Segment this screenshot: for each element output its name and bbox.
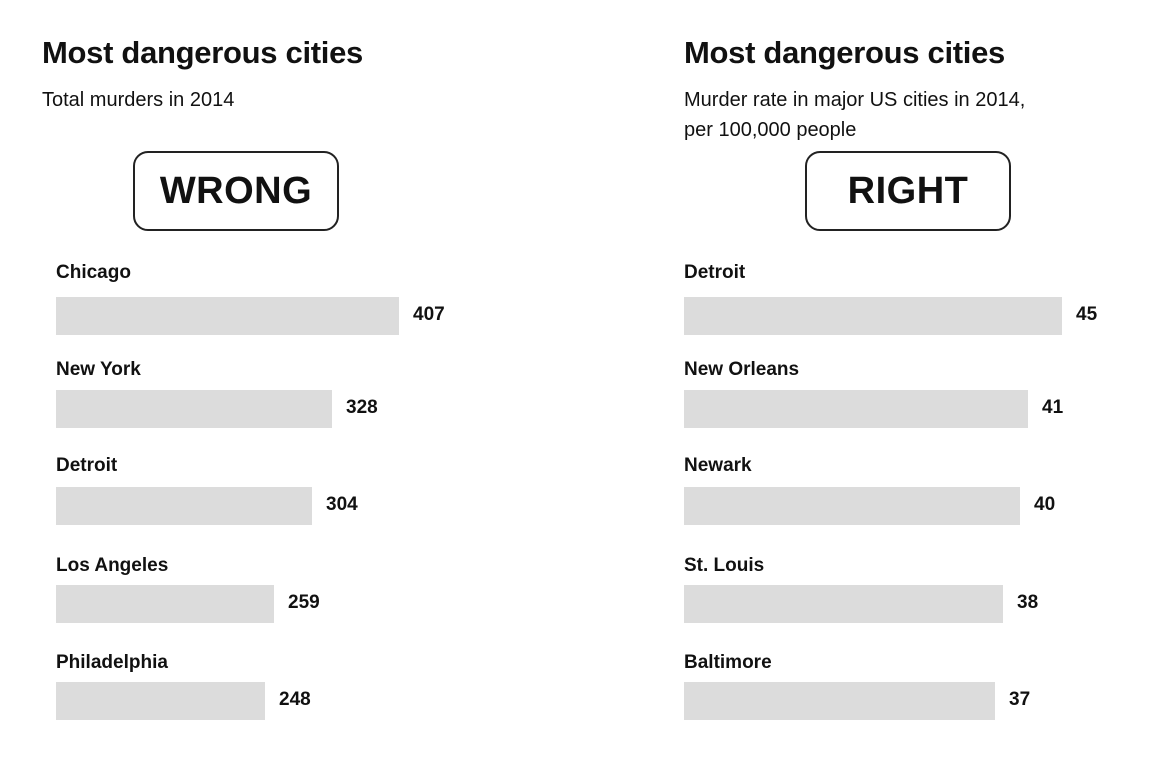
value-label: 41 [1042, 397, 1064, 418]
chart-title: Most dangerous cities [684, 35, 1005, 70]
category-label: Detroit [684, 262, 746, 283]
value-label: 248 [279, 689, 311, 710]
value-label: 304 [326, 494, 358, 515]
bar [684, 585, 1003, 623]
category-label: Chicago [56, 262, 131, 283]
bar [684, 390, 1028, 428]
bar [684, 487, 1020, 525]
category-label: Newark [684, 455, 752, 476]
value-label: 38 [1017, 592, 1039, 613]
chart-subtitle: Total murders in 2014 [42, 85, 234, 115]
category-label: Philadelphia [56, 652, 168, 673]
chart-subtitle-line: Murder rate in major US cities in 2014, [684, 89, 1026, 111]
chart-subtitle-line: per 100,000 people [684, 119, 857, 141]
value-label: 40 [1034, 494, 1056, 515]
category-label: Baltimore [684, 652, 772, 673]
bar [56, 585, 274, 623]
value-label: 37 [1009, 689, 1031, 710]
value-label: 328 [346, 397, 378, 418]
category-label: Los Angeles [56, 555, 169, 576]
category-label: New Orleans [684, 359, 800, 380]
chart-subtitle: Murder rate in major US cities in 2014, … [684, 85, 1025, 145]
verdict-badge-right: RIGHT [805, 151, 1011, 231]
bar [684, 682, 995, 720]
bar [56, 682, 265, 720]
bar [56, 390, 332, 428]
category-label: Detroit [56, 455, 118, 476]
bar [56, 487, 312, 525]
chart-panel-right: Most dangerous cities Murder rate in maj… [583, 0, 1166, 780]
bar [56, 297, 399, 335]
verdict-badge-wrong: WRONG [133, 151, 339, 231]
category-label: St. Louis [684, 555, 765, 576]
value-label: 259 [288, 592, 320, 613]
chart-subtitle-line: Total murders in 2014 [42, 89, 235, 111]
chart-title: Most dangerous cities [42, 35, 363, 70]
chart-panel-wrong: Most dangerous cities Total murders in 2… [42, 35, 445, 720]
value-label: 407 [413, 304, 445, 325]
category-label: New York [56, 359, 141, 380]
value-label: 45 [1076, 304, 1098, 325]
bar [684, 297, 1062, 335]
